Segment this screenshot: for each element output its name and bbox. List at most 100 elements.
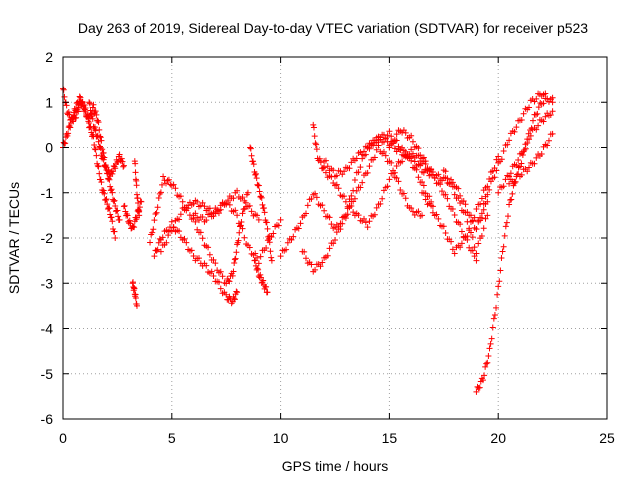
data-point — [91, 124, 98, 131]
data-point — [408, 146, 415, 153]
data-point — [346, 204, 353, 211]
data-point — [97, 176, 104, 183]
data-point — [422, 158, 429, 165]
data-point — [426, 193, 433, 200]
data-point — [415, 174, 422, 181]
data-point — [76, 93, 83, 100]
data-point — [65, 130, 72, 137]
data-point — [231, 295, 238, 302]
data-point — [79, 98, 86, 105]
data-point — [123, 211, 130, 218]
data-point — [380, 187, 387, 194]
data-point — [455, 194, 462, 201]
data-point — [131, 285, 138, 292]
data-point — [132, 169, 139, 176]
data-point — [96, 126, 103, 133]
data-point — [114, 207, 121, 214]
series-arc-o — [299, 142, 426, 275]
data-point — [219, 273, 226, 280]
x-tick-label: 25 — [599, 430, 615, 446]
data-point — [126, 217, 133, 224]
data-point — [326, 214, 333, 221]
data-point — [321, 207, 328, 214]
data-point — [484, 183, 491, 190]
data-point — [225, 277, 232, 284]
data-point — [384, 183, 391, 190]
data-point — [549, 99, 556, 106]
data-point — [477, 201, 484, 208]
data-point — [100, 187, 107, 194]
data-point — [160, 173, 167, 180]
data-point — [395, 178, 402, 185]
data-point — [252, 250, 259, 257]
data-point — [542, 90, 549, 97]
data-point — [197, 229, 204, 236]
data-point — [351, 195, 358, 202]
data-point — [526, 136, 533, 143]
data-point — [322, 169, 329, 176]
data-point — [98, 179, 105, 186]
data-point — [353, 187, 360, 194]
data-point — [493, 167, 500, 174]
data-point — [172, 185, 179, 192]
data-point — [366, 218, 373, 225]
data-point — [333, 172, 340, 179]
data-point — [230, 195, 237, 202]
data-point — [177, 211, 184, 218]
data-point — [451, 250, 458, 257]
data-point — [391, 145, 398, 152]
data-point — [493, 156, 500, 163]
data-point — [547, 112, 554, 119]
data-point — [232, 255, 239, 262]
data-point — [257, 271, 264, 278]
data-point — [217, 285, 224, 292]
data-point — [520, 148, 527, 155]
data-point — [304, 202, 311, 209]
data-point — [248, 208, 255, 215]
data-point — [131, 224, 138, 231]
data-point — [506, 180, 513, 187]
data-point — [168, 218, 175, 225]
data-point — [111, 228, 118, 235]
data-point — [397, 146, 404, 153]
data-point — [239, 194, 246, 201]
data-point — [409, 153, 416, 160]
data-point — [194, 198, 201, 205]
data-point — [94, 133, 101, 140]
series-arc-h — [151, 218, 241, 307]
data-point — [520, 110, 527, 117]
data-point — [482, 363, 489, 370]
data-point — [110, 198, 117, 205]
data-point — [384, 132, 391, 139]
data-point — [240, 206, 247, 213]
data-point — [157, 189, 164, 196]
x-tick-label: 15 — [382, 430, 398, 446]
data-point — [478, 195, 485, 202]
data-point — [102, 197, 109, 204]
data-point — [377, 134, 384, 141]
data-point — [491, 312, 498, 319]
data-point — [261, 209, 268, 216]
data-point — [518, 171, 525, 178]
data-point — [106, 205, 113, 212]
data-point — [449, 183, 456, 190]
data-point — [260, 204, 267, 211]
data-point — [534, 110, 541, 117]
data-point — [92, 127, 99, 134]
data-point — [487, 340, 494, 347]
data-point — [497, 267, 504, 274]
data-point — [106, 176, 113, 183]
data-point — [515, 156, 522, 163]
data-point — [179, 198, 186, 205]
data-point — [246, 202, 253, 209]
data-point — [386, 176, 393, 183]
series-arc-k — [247, 144, 275, 264]
data-point — [451, 191, 458, 198]
data-point — [153, 247, 160, 254]
data-point — [357, 184, 364, 191]
data-point — [196, 217, 202, 224]
data-point — [116, 216, 123, 223]
data-point — [533, 154, 540, 161]
data-point — [326, 245, 333, 252]
